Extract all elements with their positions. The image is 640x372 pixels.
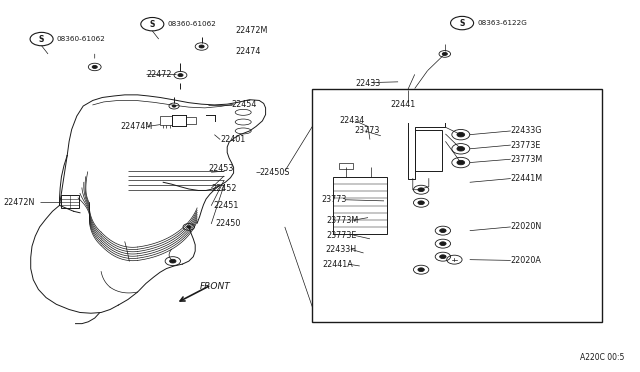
Bar — [333, 177, 387, 234]
Circle shape — [418, 188, 424, 192]
Text: 22453: 22453 — [209, 164, 234, 173]
Text: 23773E: 23773E — [326, 231, 356, 240]
Text: 23773E: 23773E — [511, 141, 541, 150]
Text: 22441: 22441 — [390, 100, 415, 109]
Circle shape — [442, 52, 447, 55]
Text: S: S — [460, 19, 465, 28]
Text: 08363-6122G: 08363-6122G — [477, 20, 527, 26]
Text: 23773: 23773 — [321, 195, 347, 204]
Bar — [415, 130, 442, 171]
Circle shape — [457, 132, 465, 137]
Text: 23773: 23773 — [355, 126, 380, 135]
Text: 22474M: 22474M — [120, 122, 152, 131]
Text: A220C 00:5: A220C 00:5 — [580, 353, 624, 362]
Bar — [186, 117, 196, 124]
Text: 22401: 22401 — [220, 135, 245, 144]
Text: 22441M: 22441M — [511, 174, 543, 183]
Text: 22433: 22433 — [356, 79, 381, 88]
Circle shape — [199, 45, 204, 48]
Text: 22020A: 22020A — [511, 256, 541, 265]
Text: 22433H: 22433H — [325, 245, 356, 254]
Text: 22472: 22472 — [146, 70, 172, 79]
Bar — [339, 163, 353, 169]
Circle shape — [457, 160, 465, 165]
Text: 22450S: 22450S — [260, 168, 291, 177]
Circle shape — [418, 201, 424, 205]
Text: 22451: 22451 — [213, 201, 239, 210]
Text: 22474: 22474 — [236, 47, 261, 56]
Text: 22434: 22434 — [339, 116, 364, 125]
Circle shape — [172, 105, 176, 107]
Bar — [61, 195, 79, 208]
Text: 22472N: 22472N — [3, 198, 35, 207]
Text: 22452: 22452 — [211, 184, 237, 193]
Circle shape — [440, 255, 446, 259]
Text: 22433G: 22433G — [511, 126, 542, 135]
Text: 22020N: 22020N — [511, 222, 542, 231]
Circle shape — [440, 242, 446, 246]
Circle shape — [457, 147, 465, 151]
Text: 23773M: 23773M — [326, 216, 358, 225]
Text: 23773M: 23773M — [511, 155, 543, 164]
Bar — [160, 116, 172, 125]
Text: 22454: 22454 — [232, 100, 257, 109]
Text: 22450: 22450 — [216, 219, 241, 228]
Text: S: S — [39, 35, 44, 44]
Text: 08360-61062: 08360-61062 — [168, 21, 216, 27]
Circle shape — [418, 268, 424, 272]
Circle shape — [178, 74, 183, 77]
Text: 22472M: 22472M — [236, 26, 268, 35]
Circle shape — [92, 65, 97, 68]
Text: S: S — [150, 20, 155, 29]
Text: 08360-61062: 08360-61062 — [57, 36, 106, 42]
Bar — [312, 89, 602, 322]
Text: FRONT: FRONT — [200, 282, 230, 291]
Circle shape — [187, 226, 191, 228]
Text: 22441A: 22441A — [323, 260, 353, 269]
Circle shape — [170, 259, 176, 263]
Circle shape — [440, 229, 446, 232]
